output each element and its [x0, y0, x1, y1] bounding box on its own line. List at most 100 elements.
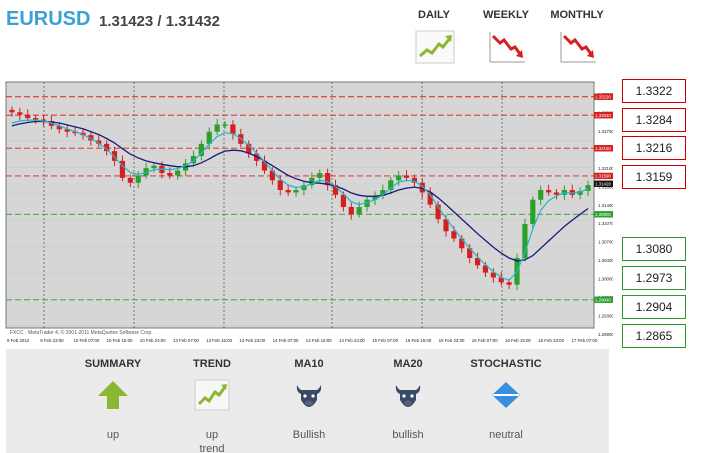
indicator-title: MA10	[294, 358, 324, 370]
price-tag-label: 1.33220	[595, 94, 611, 99]
resistance-level: 1.3216	[622, 136, 686, 160]
bull-candle	[364, 199, 370, 207]
indicator-title: STOCHASTIC	[470, 358, 542, 370]
y-tick-label: 1.28900	[598, 332, 613, 337]
timeframe-weekly[interactable]: WEEKLY	[471, 9, 541, 63]
x-tick-label: 16 Feb 15:00	[505, 338, 531, 343]
bear-candle	[111, 151, 118, 161]
bear-candle	[9, 109, 15, 113]
bear-candle	[246, 143, 252, 154]
arrow-up-icon	[98, 381, 128, 409]
x-tick-label: 14 Feb 23:00	[339, 338, 365, 343]
bear-candle	[72, 131, 78, 134]
y-tick-label: 1.32700	[598, 129, 613, 134]
bear-candle	[348, 207, 354, 215]
price-tag	[594, 112, 613, 119]
price-tag-label: 1.30800	[595, 212, 611, 217]
x-tick-label: 10 Feb 23:00	[140, 338, 166, 343]
bear-candle	[127, 177, 133, 183]
bear-candle	[451, 231, 457, 239]
bull-candle	[301, 185, 307, 190]
indicator-value: neutral	[489, 429, 523, 441]
bear-candle	[498, 277, 504, 283]
x-tick-label: 15 Feb 15:00	[405, 338, 431, 343]
indicator-value: up	[106, 429, 120, 441]
indicator-title: MA20	[393, 358, 423, 370]
x-tick-label: 13 Feb 07:00	[173, 338, 199, 343]
bear-candle	[17, 112, 23, 115]
bear-candle	[25, 114, 31, 119]
bull-candle	[538, 190, 544, 200]
bear-candle	[88, 135, 94, 141]
bull-candle	[317, 173, 323, 178]
x-tick-label: 14 Feb 07:00	[273, 338, 299, 343]
indicator-title: SUMMARY	[84, 358, 142, 370]
bull-candle	[151, 165, 157, 169]
price-tag	[594, 172, 613, 180]
bear-candle	[40, 119, 47, 122]
price-tag-label: 1.32160	[595, 146, 611, 151]
bull-icon	[296, 385, 322, 407]
bear-candle	[167, 173, 173, 176]
price-tag	[594, 296, 613, 303]
bear-candle	[467, 248, 473, 258]
bull-candle	[388, 180, 394, 190]
x-tick-label: 13 Feb 15:00	[206, 338, 232, 343]
x-tick-label: 9 Feb 23:00	[40, 338, 64, 343]
indicator-trend[interactable]: TREND up trend	[157, 358, 267, 453]
bear-candle	[459, 238, 465, 249]
bear-candle	[403, 175, 410, 178]
bear-candle	[119, 160, 126, 178]
ma-fast-line	[11, 119, 589, 282]
timeframe-label: DAILY	[418, 9, 450, 21]
resistance-level: 1.3322	[622, 79, 686, 103]
indicator-ma20[interactable]: MA20 bullish	[353, 358, 463, 441]
indicator-title: TREND	[193, 358, 231, 370]
timeframe-daily[interactable]: DAILY	[399, 9, 469, 64]
indicator-summary[interactable]: SUMMARY up	[58, 358, 168, 441]
bull-candle	[356, 207, 362, 215]
timeframe-monthly[interactable]: MONTHLY	[542, 9, 612, 63]
y-tick-label: 1.30700	[598, 240, 613, 245]
x-tick-label: 15 Feb 23:00	[439, 338, 465, 343]
bull-candle	[522, 224, 528, 258]
bear-candle	[553, 192, 560, 195]
indicator-stochastic[interactable]: STOCHASTIC neutral	[451, 358, 561, 441]
bear-candle	[33, 118, 39, 120]
bear-candle	[490, 272, 496, 278]
indicator-value: up trend	[199, 429, 225, 453]
ma-slow-line	[11, 120, 589, 262]
bear-candle	[435, 204, 441, 220]
y-tick-label: 1.30400	[598, 258, 613, 263]
bull-candle	[309, 177, 315, 186]
bear-candle	[230, 124, 236, 135]
bear-candle	[443, 219, 449, 232]
bear-candle	[474, 258, 481, 266]
price-tag-label: 1.31590	[595, 174, 611, 179]
price-tag	[594, 93, 613, 100]
bear-candle	[332, 185, 339, 195]
trend-up-icon	[415, 30, 455, 64]
indicator-value: bullish	[392, 429, 424, 441]
bear-candle	[325, 173, 331, 186]
bull-candle	[190, 156, 197, 164]
bull-candle	[206, 131, 212, 144]
bear-candle	[545, 190, 552, 193]
y-tick-label: 1.30000	[598, 277, 613, 282]
bear-candle	[340, 194, 347, 207]
bull-candle	[396, 175, 402, 181]
bear-candle	[64, 129, 70, 132]
bear-candle	[261, 160, 268, 171]
indicator-ma10[interactable]: MA10 Bullish	[254, 358, 364, 441]
bear-candle	[427, 192, 433, 205]
bull-candle	[585, 185, 591, 191]
bull-candle	[380, 190, 386, 196]
support-level: 1.2973	[622, 266, 686, 290]
bull-candle	[293, 190, 299, 193]
x-tick-label: 16 Feb 07:00	[472, 338, 498, 343]
bull-candle	[175, 170, 181, 176]
price-tag	[594, 211, 613, 218]
x-tick-label: 13 Feb 23:00	[239, 338, 265, 343]
bull-candle	[135, 175, 141, 183]
resistance-level: 1.3159	[622, 165, 686, 189]
